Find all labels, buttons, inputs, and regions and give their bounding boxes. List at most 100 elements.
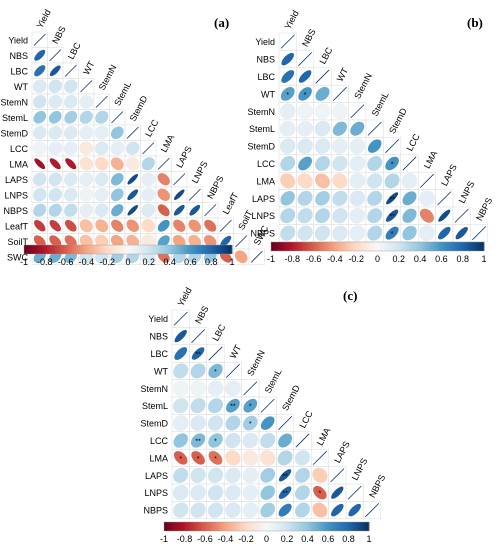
colorbar-segment (65, 245, 69, 254)
corr-ellipse (110, 157, 124, 171)
colorbar-segment (182, 245, 185, 254)
colorbar-tick-label: 0.6 (435, 254, 448, 264)
colorbar-segment (38, 245, 42, 254)
colorbar-segment (373, 242, 376, 251)
colorbar-segment (57, 245, 60, 254)
colorbar-segment (194, 522, 198, 531)
colorbar-segment (123, 245, 127, 254)
corr-ellipse (349, 190, 366, 207)
column-label: WT (81, 59, 97, 76)
corr-ellipse (332, 121, 348, 136)
column-label: LCC (404, 132, 422, 153)
colorbar-tick-label: -1 (267, 254, 275, 264)
corr-ellipse (386, 192, 399, 205)
colorbar-segment (190, 245, 193, 254)
colorbar-segment (283, 242, 287, 251)
row-label: NBS (256, 55, 275, 65)
corr-ellipse (315, 156, 330, 171)
colorbar-segment (260, 522, 263, 531)
colorbar-segment (229, 245, 233, 254)
colorbar-segment (223, 245, 227, 254)
colorbar-segment (119, 245, 123, 254)
colorbar-segment (115, 245, 118, 254)
colorbar-segment (188, 522, 192, 531)
colorbar-segment (223, 522, 226, 531)
colorbar-segment (246, 522, 249, 531)
diagonal-mark (208, 346, 223, 361)
colorbar-segment (291, 522, 294, 531)
row-label: Yield (255, 37, 275, 47)
colorbar-segment (317, 242, 321, 251)
colorbar-segment (364, 522, 368, 531)
corr-ellipse (49, 158, 61, 170)
colorbar-segment (462, 242, 466, 251)
row-label: LAPS (145, 471, 168, 481)
colorbar-segment (227, 522, 230, 531)
colorbar-segment (299, 522, 302, 531)
colorbar-segment (84, 245, 87, 254)
corr-ellipse (297, 173, 313, 189)
colorbar-segment (177, 245, 181, 254)
colorbar-segment (282, 522, 286, 531)
column-label: Yield (176, 286, 194, 308)
corr-ellipse (204, 235, 217, 248)
colorbar-tick-label: 0.8 (342, 534, 355, 544)
corr-ellipse (173, 219, 186, 232)
colorbar-segment (276, 522, 280, 531)
row-label: LMA (256, 176, 275, 186)
colorbar-tick-label: 0 (125, 257, 130, 267)
column-label: LMA (315, 426, 333, 447)
corr-ellipse (141, 187, 156, 202)
colorbar-segment (349, 242, 353, 251)
significance-mark: * (391, 162, 394, 169)
corr-ellipse (32, 141, 47, 156)
colorbar-segment (300, 242, 304, 251)
corr-ellipse (63, 187, 78, 202)
colorbar-segment (309, 522, 312, 531)
colorbar-segment (297, 522, 300, 531)
corr-ellipse (141, 203, 156, 218)
colorbar-segment (420, 242, 423, 251)
column-label: StemN (245, 349, 267, 378)
colorbar-segment (360, 242, 363, 251)
corr-ellipse (79, 234, 93, 248)
colorbar-frame (23, 244, 233, 255)
diagonal-mark (350, 104, 365, 119)
colorbar-tick-label: 0.6 (184, 257, 197, 267)
colorbar-segment (142, 245, 146, 254)
corr-ellipse (79, 172, 94, 187)
corr-ellipse (65, 158, 77, 170)
colorbar-segment (98, 245, 102, 254)
diagonal-mark (204, 204, 217, 217)
column-label: LBC (66, 40, 83, 61)
row-label: LNPS (144, 488, 168, 498)
colorbar-segment (358, 522, 362, 531)
panel-label-c: (c) (343, 288, 358, 303)
colorbar-segment (262, 522, 265, 531)
column-label: NBPS (205, 174, 225, 200)
corr-ellipse (315, 86, 330, 101)
colorbar-segment (194, 245, 198, 254)
column-label: NBS (193, 304, 211, 325)
colorbar-segment (347, 242, 351, 251)
significance-mark: * (249, 421, 252, 428)
colorbar-segment (34, 245, 37, 254)
diagonal-mark (330, 468, 345, 483)
colorbar-tick-label: -1 (20, 257, 28, 267)
significance-mark: ** (282, 473, 288, 480)
significance-mark: * (286, 92, 289, 99)
corr-ellipse (48, 125, 63, 140)
colorbar-segment (184, 245, 187, 254)
column-label: NBS (50, 24, 68, 45)
colorbar-frame (163, 521, 370, 532)
colorbar-segment (170, 522, 173, 531)
colorbar-segment (213, 522, 216, 531)
colorbar-segment (196, 522, 200, 531)
colorbar-segment (345, 242, 349, 251)
diagonal-mark (219, 219, 232, 232)
colorbar-segment (207, 522, 210, 531)
corr-ellipse (63, 125, 78, 140)
colorbar-segment (155, 245, 158, 254)
corr-ellipse (33, 203, 47, 217)
corr-ellipse (95, 157, 109, 171)
